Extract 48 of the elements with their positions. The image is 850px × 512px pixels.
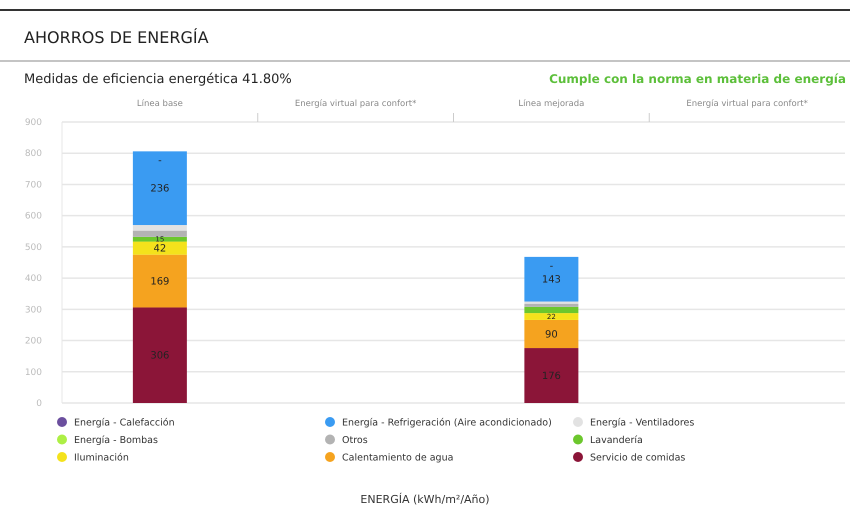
- legend-label: Iluminación: [74, 452, 129, 464]
- bar: [132, 151, 187, 226]
- x-tick-label: Energía virtual para confort*: [686, 99, 808, 109]
- text: Cumple con la norma en materia de energía: [549, 72, 846, 86]
- legend-label: Energía - Refrigeración (Aire acondicionado): [342, 418, 552, 428]
- y-tick-label: 700: [24, 180, 42, 190]
- legend-label: Otros: [342, 435, 368, 446]
- bar: [524, 313, 578, 320]
- bar: [132, 307, 187, 403]
- chart-subtitle: Medidas de eficiencia energética 41.80%: [24, 72, 292, 87]
- bar: [132, 254, 187, 308]
- data-label: -: [550, 260, 554, 272]
- x-tick-label: Línea base: [136, 99, 183, 109]
- bar: [524, 304, 578, 307]
- data-label: 42: [154, 244, 166, 255]
- data-label: 306: [150, 350, 170, 362]
- y-tick-label: 600: [24, 212, 42, 222]
- y-tick-label: 100: [24, 368, 42, 378]
- bar: [524, 306, 578, 314]
- x-tick-label: Energía virtual para confort*: [294, 99, 416, 109]
- data-label: 143: [542, 274, 561, 286]
- y-tick-label: 500: [24, 242, 42, 253]
- bar: [524, 348, 578, 403]
- legend-label: Energía - Bombas: [74, 435, 158, 446]
- bar: [132, 242, 187, 255]
- y-tick-label: 200: [24, 336, 42, 347]
- bar: [132, 230, 187, 237]
- y-tick-label: 900: [24, 118, 42, 128]
- data-label: 90: [545, 330, 558, 340]
- legend-label: Calentamiento de agua: [342, 452, 454, 464]
- data-label: -: [158, 155, 162, 166]
- text: ENERGÍA (kWh/m²/Año): [360, 492, 490, 506]
- legend-label: Lavandería: [590, 435, 643, 446]
- data-label: 176: [542, 371, 561, 382]
- y-tick-label: 800: [24, 149, 42, 160]
- x-tick-label: Línea mejorada: [518, 99, 584, 109]
- chart-title: AHORROS DE ENERGÍA: [24, 28, 209, 47]
- bar: [132, 225, 187, 231]
- bar: [524, 256, 578, 302]
- y-tick-label: 0: [36, 399, 42, 409]
- bar: [524, 320, 578, 348]
- legend-label: Energía - Ventiladores: [590, 418, 694, 428]
- data-label: 236: [150, 184, 170, 195]
- y-tick-label: 300: [24, 305, 42, 316]
- legend-label: Energía - Calefacción: [74, 418, 175, 428]
- legend-label: Servicio de comidas: [590, 452, 686, 464]
- data-label: 169: [150, 276, 170, 288]
- y-tick-label: 400: [24, 274, 42, 284]
